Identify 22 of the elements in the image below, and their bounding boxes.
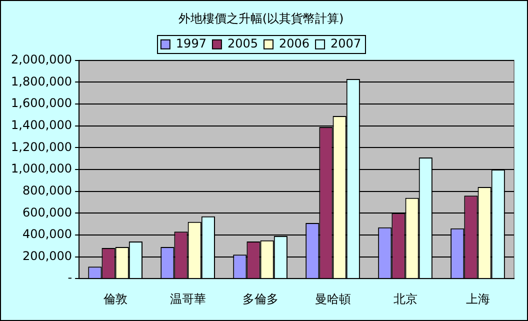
legend-label: 2005	[227, 36, 258, 51]
legend-label: 1997	[176, 36, 206, 51]
legend-label: 2007	[330, 36, 362, 51]
y-tick-label: 400,000	[22, 227, 72, 242]
y-tick-label: 1,800,000	[10, 74, 72, 88]
y-tick-label: 1,200,000	[10, 140, 72, 154]
y-tick-label: 1,000,000	[10, 162, 72, 176]
x-tick-label: 上海	[466, 292, 490, 306]
x-tick-label: 曼哈頓	[314, 292, 351, 306]
y-tick-label: 800,000	[22, 183, 72, 198]
y-tick-label: -	[68, 270, 72, 285]
x-tick-label: 多倫多	[242, 292, 278, 306]
y-tick-label: 200,000	[22, 248, 72, 263]
y-tick-label: 600,000	[22, 205, 72, 220]
x-tick-label: 倫敦	[102, 292, 128, 306]
legend-label: 2006	[279, 36, 310, 51]
x-tick-label: 温哥華	[170, 292, 206, 306]
y-tick-label: 2,000,000	[10, 52, 72, 67]
y-tick-label: 1,400,000	[10, 118, 72, 132]
y-tick-label: 1,600,000	[10, 96, 72, 110]
x-tick-label: 北京	[393, 292, 418, 306]
chart-title: 外地樓價之升幅(以其貨幣計算)	[178, 11, 344, 26]
